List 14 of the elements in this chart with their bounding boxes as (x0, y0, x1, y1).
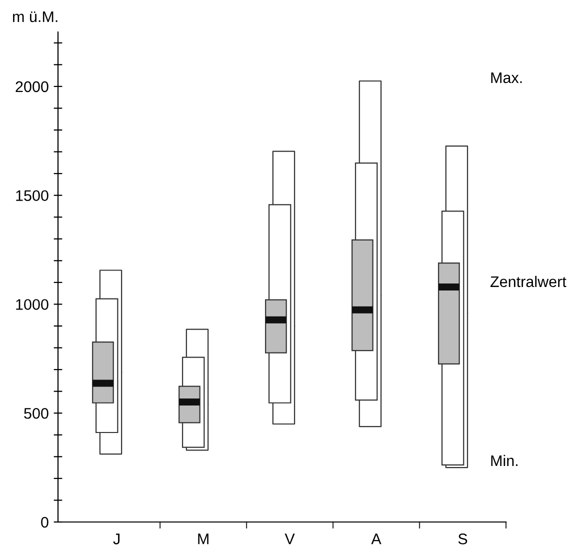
y-tick-label: 1000 (16, 299, 48, 310)
annotation: Max. (491, 72, 522, 84)
annotation: Zentralwert (490, 276, 566, 288)
y-tick-label: 1500 (16, 190, 48, 202)
x-tick-label: M (198, 534, 208, 544)
y-tick-label: 0 (41, 516, 48, 528)
x-tick-label: A (371, 534, 382, 544)
y-tick-label: 500 (24, 408, 48, 419)
y-axis-title: m ü.M. (13, 11, 58, 22)
x-tick-label: J (113, 534, 120, 544)
x-tick-label: S (458, 534, 468, 544)
annotation: Min. (491, 454, 518, 466)
y-tick-label: 2000 (16, 81, 48, 92)
x-tick-label: V (284, 534, 295, 544)
